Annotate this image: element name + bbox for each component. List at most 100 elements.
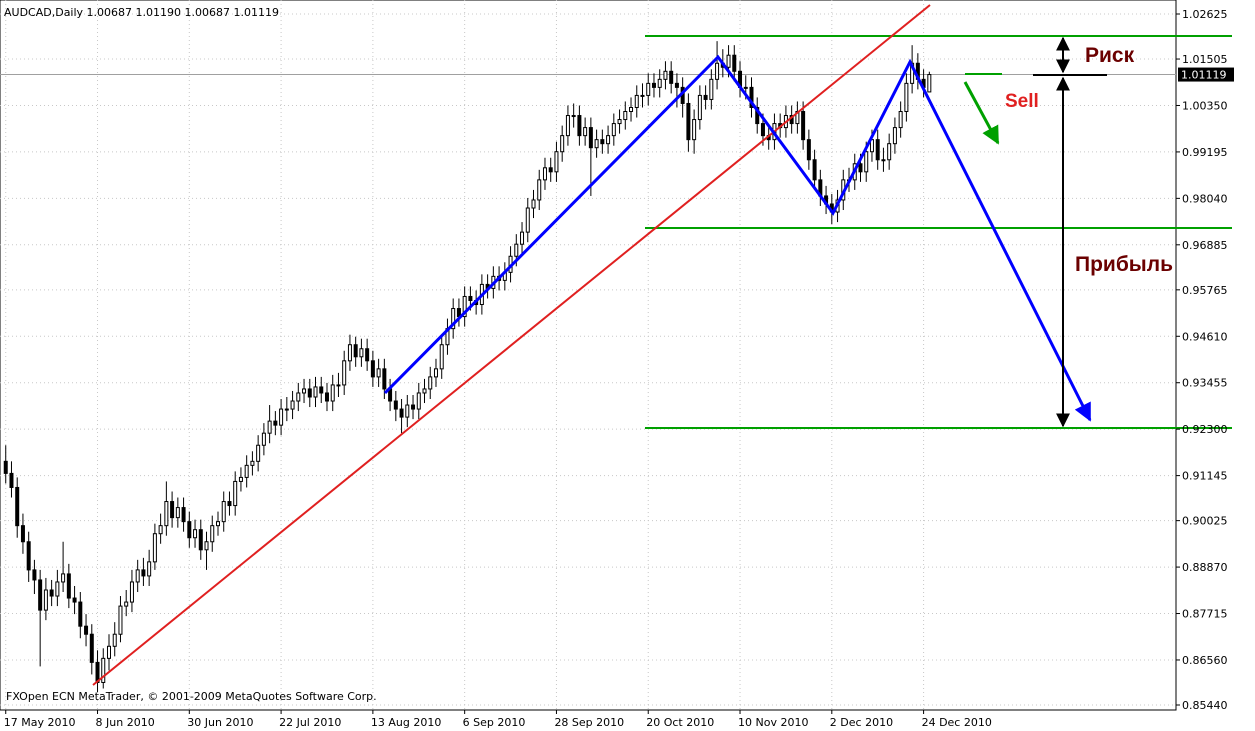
candle-body [703,94,708,100]
candle-body [89,633,94,663]
watermark: FXOpen ECN MetaTrader, © 2001-2009 MetaQ… [6,690,377,703]
candle-body [112,633,117,647]
candle-body [164,501,169,527]
plot-frame [0,0,1177,711]
candle-body [554,151,559,173]
candle-body [892,127,897,145]
candle-body [651,82,656,88]
candle-body [124,601,129,607]
candle-body [238,476,243,482]
candle-body [537,179,542,201]
y-tick-label: 0.88870 [1182,561,1228,574]
candle-body [20,525,25,543]
candle-body [84,625,89,635]
candle-body [542,167,547,181]
pattern-zigzag [383,54,1092,422]
candle-body [342,360,347,386]
candle-body [588,127,593,149]
candle-body [692,119,697,141]
candle-body [606,135,611,145]
candle-body [611,123,616,137]
sell-arrow [963,81,1000,145]
candle-body [760,123,765,137]
candle-body [353,344,358,358]
candle-body [43,589,48,611]
candle-body [520,231,525,245]
candle-body [181,507,186,523]
candle-body [26,541,31,571]
candle-body [336,384,341,387]
candle-body [525,207,530,233]
candle-body [9,472,14,488]
candle-body [875,139,880,161]
x-tick-label: 22 Jul 2010 [279,716,341,729]
candle-body [227,501,232,507]
sell-label: Sell [1005,91,1039,112]
x-tick-label: 6 Sep 2010 [463,716,526,729]
candle-body [152,533,157,563]
candle-body [422,388,427,394]
candle-body [812,159,817,181]
candle-body [261,432,266,446]
y-tick-label: 1.02625 [1182,8,1228,21]
candle-body [801,111,806,141]
x-tick-label: 2 Dec 2010 [830,716,893,729]
x-tick-label: 30 Jun 2010 [187,716,253,729]
candle-body [451,308,456,330]
x-tick-label: 8 Jun 2010 [96,716,155,729]
candle-body [657,78,662,88]
y-tick-label: 0.94610 [1182,330,1228,343]
candle-body [135,569,140,583]
candle-body [674,82,679,88]
candle-body [583,127,588,137]
candle-body [198,529,203,551]
candle-body [147,561,152,577]
candle-body [428,376,433,390]
candle-body [686,102,691,141]
y-tick-label: 0.91145 [1182,470,1228,483]
candle-body [565,115,570,137]
candle-body [324,392,329,402]
candle-body [273,420,278,426]
y-tick-label: 0.87715 [1182,608,1228,621]
candle-body [715,62,720,80]
chart-title: AUDCAD,Daily 1.00687 1.01190 1.00687 1.0… [4,6,279,19]
candle-body [594,139,599,149]
candle-body [215,521,220,527]
risk-label: Риск [1085,44,1135,67]
candle-body [129,581,134,603]
candle-body [864,151,869,173]
x-tick-label: 13 Aug 2010 [371,716,441,729]
candle-body [393,400,398,410]
candle-body [399,408,404,418]
candle-body [806,139,811,161]
candle-body [560,135,565,153]
candle-body [732,54,737,72]
y-tick-label: 0.85440 [1182,699,1228,712]
y-tick-label: 1.01505 [1182,53,1228,66]
candle-body [382,368,387,390]
candle-body [743,86,748,89]
candle-body [250,460,255,466]
candle-body [640,94,645,97]
y-tick-label: 0.92300 [1182,423,1228,436]
candle-body [66,573,71,599]
candle-body [462,295,467,318]
candle-body [319,386,324,394]
candle-body [416,392,421,410]
candle-body [193,529,198,539]
candle-body [514,243,519,257]
candle-body [267,420,272,434]
y-tick-label: 0.99195 [1182,146,1228,159]
candle-body [78,601,83,627]
candle-body [204,541,209,551]
profit-label: Прибыль [1075,253,1173,276]
candle-body [38,579,43,611]
candle-body [175,507,180,519]
y-tick-label: 0.98040 [1182,192,1228,205]
candle-body [749,86,754,108]
y-tick-label: 0.90025 [1182,515,1228,528]
x-tick-label: 20 Oct 2010 [646,716,714,729]
candle-body [187,521,192,539]
